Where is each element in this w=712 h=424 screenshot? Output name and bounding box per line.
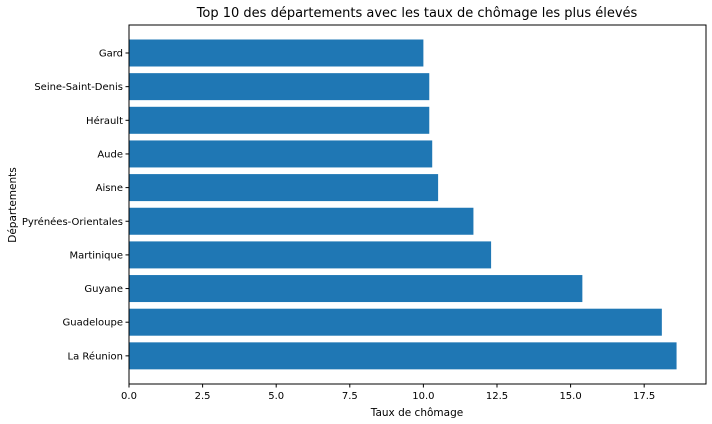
y-tick-label: Martinique [69,250,123,261]
y-tick-label: Guadeloupe [63,318,123,329]
bar-9 [129,342,677,370]
y-axis-ticks: Gard Seine-Saint-Denis Hérault Aude Aisne Pyr… [22,49,129,362]
bars-group [129,39,677,370]
bar-7 [129,275,583,303]
y-tick-label: Hérault [86,115,123,127]
bar-5 [129,207,474,235]
x-tick-label: 10.0 [412,391,434,402]
y-tick-label: Guyane [84,284,123,295]
bar-6 [129,241,492,269]
bar-2 [129,106,430,134]
bar-0 [129,39,424,67]
x-tick-label: 12.5 [486,391,508,402]
y-tick-label: Aude [97,149,123,160]
x-tick-label: 7.5 [342,391,358,402]
y-tick-label: Pyrénées-Orientales [22,216,123,228]
x-axis-ticks: 0.0 2.5 5.0 7.5 10.0 12.5 15.0 17.5 [121,384,655,402]
y-axis-label: Départements [7,167,19,242]
x-tick-label: 15.0 [559,391,581,402]
bar-4 [129,174,439,202]
y-tick-label: Aisne [96,183,123,194]
x-tick-label: 0.0 [121,391,137,402]
x-tick-label: 17.5 [633,391,655,402]
y-tick-label: La Réunion [68,350,123,362]
x-tick-label: 2.5 [195,391,211,402]
x-axis-label: Taux de chômage [370,407,463,419]
bar-3 [129,140,433,168]
y-tick-label: Seine-Saint-Denis [34,82,123,93]
x-tick-label: 5.0 [268,391,284,402]
chart-title: Top 10 des départements avec les taux de… [196,6,638,21]
y-tick-label: Gard [99,49,123,60]
bar-1 [129,73,430,101]
bar-8 [129,308,662,336]
plot-frame [128,24,707,385]
